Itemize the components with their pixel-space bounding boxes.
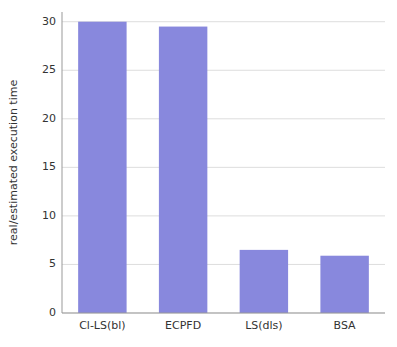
x-tick-label: BSA	[334, 319, 357, 332]
y-tick-label: 15	[42, 160, 56, 173]
x-tick-label: Cl-LS(bl)	[79, 319, 125, 332]
y-tick-label: 30	[42, 15, 56, 28]
x-tick-label: LS(dls)	[245, 319, 282, 332]
grid-line	[62, 313, 385, 314]
y-tick-label: 25	[42, 63, 56, 76]
bar	[240, 250, 288, 313]
y-tick-label: 20	[42, 112, 56, 125]
x-axis-line	[62, 313, 385, 314]
bar	[320, 256, 368, 313]
y-axis: 0 5 10 15 20 25 30	[42, 12, 62, 319]
y-tick-label: 0	[49, 306, 56, 319]
bars	[78, 22, 369, 313]
y-axis-line	[62, 12, 63, 313]
y-tick-label: 5	[49, 257, 56, 270]
grid	[62, 22, 385, 313]
x-axis: Cl-LS(bl) ECPFD LS(dls) BSA	[62, 313, 385, 332]
y-axis-label: real/estimated execution time	[7, 80, 20, 246]
chart: 0 5 10 15 20 25 30 Cl-LS(bl) ECPFD LS(dls) BSA real…	[0, 0, 397, 347]
bar	[78, 22, 126, 313]
chart-container: 0 5 10 15 20 25 30 Cl-LS(bl) ECPFD LS(dls) BSA real…	[0, 0, 397, 347]
bar	[159, 27, 207, 313]
x-tick-label: ECPFD	[165, 319, 201, 332]
y-tick-label: 10	[42, 209, 56, 222]
